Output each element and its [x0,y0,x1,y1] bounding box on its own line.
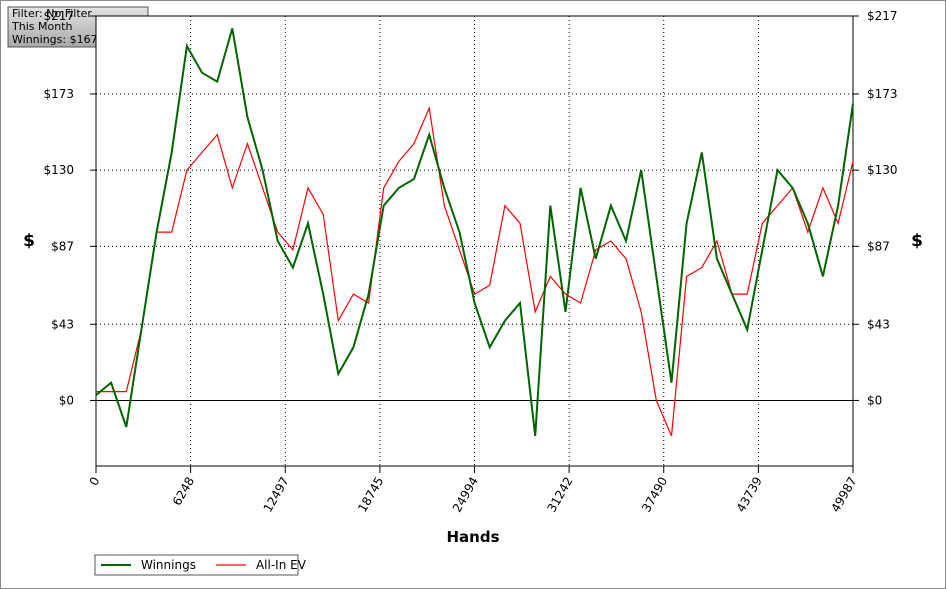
y-axis-label: $ [23,231,35,251]
x-tick-label: 49987 [828,475,859,515]
x-tick-label: 6248 [170,475,197,508]
y2-tick-label: $87 [867,239,890,253]
y-tick-label: $87 [51,239,74,253]
y-tick-label: $173 [43,87,74,101]
y-tick-label: $43 [51,317,74,331]
legend-label: All-In EV [256,558,307,572]
x-tick-label: 31242 [545,475,576,515]
y-tick-label: $217 [43,9,74,23]
x-tick-label: 24994 [450,475,481,515]
y2-tick-label: $173 [867,87,898,101]
x-axis-label: Hands [446,528,499,546]
y2-tick-label: $43 [867,317,890,331]
legend [94,554,299,576]
info-text: Winnings: $167.49 [12,33,115,46]
x-tick-label: 12497 [261,475,292,515]
y2-axis-label: $ [911,231,923,251]
y2-tick-label: $0 [867,393,882,407]
y2-tick-label: $130 [867,163,898,177]
y-tick-label: $0 [59,393,74,407]
x-tick-label: 0 [87,475,103,489]
info-text: This Month [11,20,72,33]
series-line [96,105,854,437]
info-text: Filter: No Filter [12,7,92,20]
y2-tick-label: $217 [867,9,898,23]
x-tick-label: 18745 [355,475,386,515]
series-line [95,28,854,437]
x-tick-label: 43739 [734,475,765,515]
x-tick-label: 37490 [639,475,670,515]
legend-label: Winnings [141,558,196,572]
y-tick-label: $130 [43,163,74,177]
